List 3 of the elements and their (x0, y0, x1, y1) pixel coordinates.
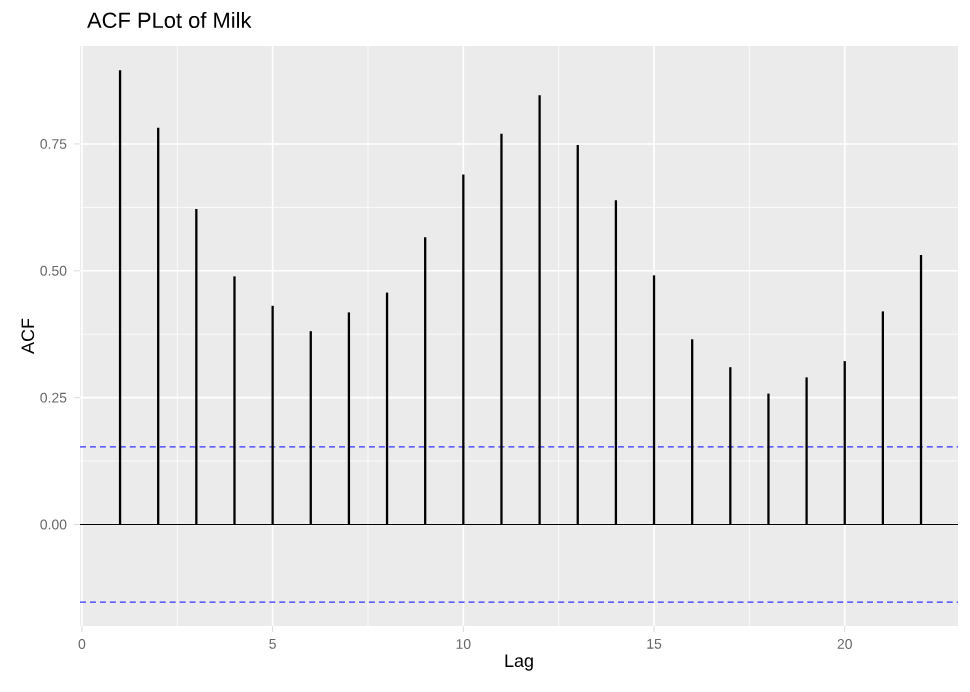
chart-title: ACF PLot of Milk (87, 11, 252, 29)
y-axis-title: ACF (21, 318, 35, 354)
x-axis-title: Lag (505, 654, 533, 671)
